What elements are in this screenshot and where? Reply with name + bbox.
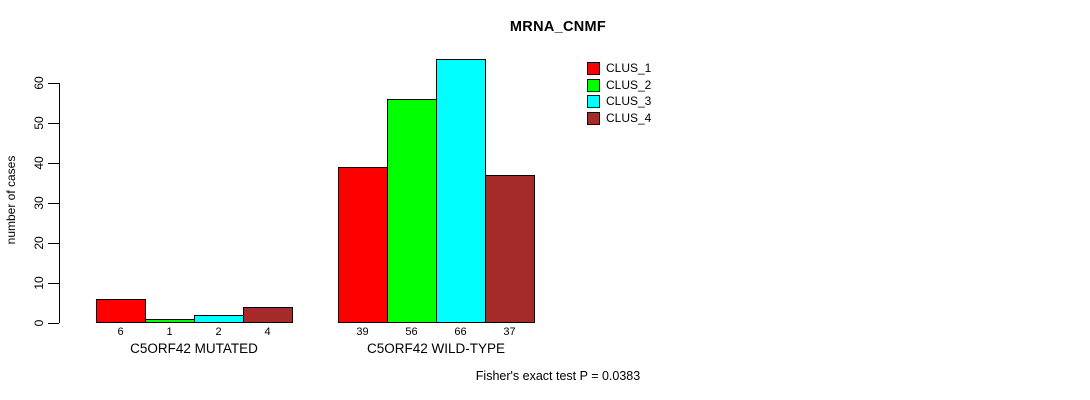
- y-tick: [48, 202, 59, 204]
- legend-swatch: [587, 112, 600, 126]
- y-axis-line: [59, 83, 60, 323]
- bar-value-label: 56: [405, 325, 418, 338]
- legend: CLUS_1 CLUS_2 CLUS_3 CLUS_4: [587, 62, 652, 126]
- y-axis-label: number of cases: [4, 155, 18, 245]
- y-tick-label: 30: [32, 196, 46, 210]
- legend-item: CLUS_1: [587, 62, 651, 75]
- legend-label: CLUS_3: [606, 94, 652, 109]
- y-tick: [48, 322, 59, 324]
- bar-value-label: 66: [454, 325, 467, 338]
- group-label: C5ORF42 MUTATED: [130, 341, 258, 356]
- group-label: C5ORF42 WILD-TYPE: [366, 341, 506, 356]
- legend-item: CLUS_2: [587, 77, 652, 92]
- bar-value-label: 37: [503, 325, 516, 338]
- bar-clus_3: [436, 59, 486, 324]
- y-tick: [48, 83, 59, 84]
- bar-clus_2: [387, 98, 437, 324]
- bar-value-label: 39: [356, 325, 369, 338]
- footnote-fisher-test: Fisher's exact test P = 0.0383: [475, 369, 641, 383]
- bar-clus_1: [338, 166, 388, 324]
- legend-label: CLUS_2: [606, 77, 652, 92]
- y-tick-label: 40: [32, 156, 46, 170]
- bar-clus_4: [243, 306, 293, 324]
- y-tick-label: 60: [32, 76, 46, 90]
- y-tick-label: 0: [32, 319, 46, 326]
- chart-title: MRNA_CNMF: [509, 19, 607, 35]
- y-tick: [48, 282, 59, 284]
- legend-item: CLUS_3: [587, 94, 652, 109]
- legend-swatch: [587, 78, 600, 92]
- y-tick-label: 10: [32, 275, 46, 290]
- y-tick: [48, 162, 59, 164]
- bar-clus_2: [145, 318, 195, 324]
- bar-clus_3: [194, 314, 244, 324]
- y-tick: [48, 242, 59, 244]
- bar-value-label: 4: [264, 325, 271, 338]
- legend-swatch: [587, 62, 600, 75]
- y-tick-label: 50: [32, 116, 46, 130]
- legend-item: CLUS_4: [587, 111, 652, 126]
- bar-clus_4: [485, 174, 535, 324]
- legend-label: CLUS_1: [606, 61, 652, 75]
- bar-clus_1: [96, 298, 146, 324]
- bar-value-label: 1: [166, 325, 173, 338]
- legend-label: CLUS_4: [606, 111, 652, 126]
- bar-value-label: 2: [215, 325, 222, 338]
- y-tick: [48, 122, 59, 124]
- bar-value-label: 6: [117, 325, 124, 338]
- legend-swatch: [587, 95, 600, 109]
- y-tick-label: 20: [32, 235, 46, 250]
